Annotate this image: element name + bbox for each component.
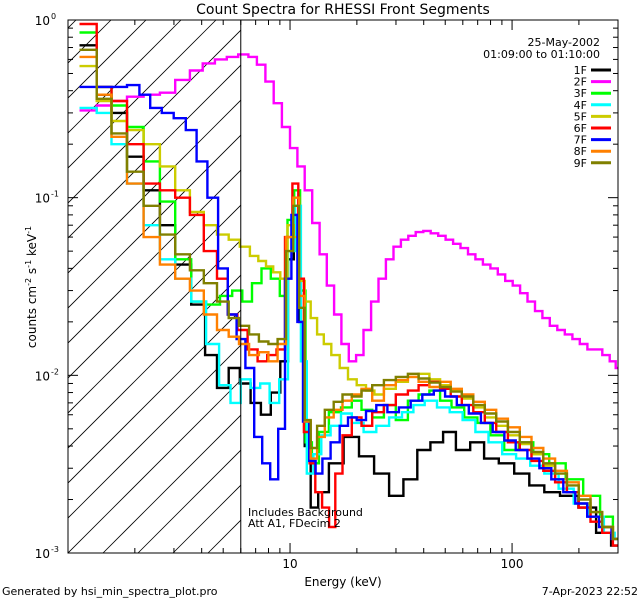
legend-label: 5F (574, 110, 587, 123)
timestamp-footer: 7-Apr-2023 22:52 (541, 585, 638, 598)
series-1F (79, 44, 618, 547)
x-axis-label: Energy (keV) (304, 575, 381, 589)
hatch-line (68, 64, 241, 239)
y-axis-label-exp: -1 (24, 260, 33, 268)
hatch-line (102, 414, 241, 553)
hatch-line (68, 204, 241, 379)
y-tick-label: 10 (35, 369, 50, 383)
hatch-line (68, 239, 241, 414)
hatch-line (68, 379, 241, 553)
hatch-line (68, 344, 241, 519)
legend-label: 4F (574, 99, 587, 112)
series-group (79, 22, 618, 547)
hatch-line (68, 274, 241, 449)
y-axis-label-part: counts cm (25, 286, 39, 348)
hatch-line (68, 99, 241, 274)
y-tick-label-exponent: -2 (51, 367, 59, 376)
y-axis-label-exp: -2 (24, 278, 33, 286)
annotation-attenuator: Att A1, FDecim 2 (248, 517, 341, 530)
series-7F (79, 83, 618, 541)
y-axis-label-part: s (25, 268, 39, 278)
y-tick-label: 10 (35, 14, 50, 28)
series-2F (79, 53, 618, 370)
y-axis-label-exp: -1 (24, 226, 33, 234)
chart-title: Count Spectra for RHESSI Front Segments (196, 2, 490, 18)
legend: 25-May-2002 01:09:00 to 01:10:00 1F2F3F4… (483, 36, 611, 170)
series-9F (79, 48, 618, 541)
legend-label: 3F (574, 87, 587, 100)
generated-by-footer: Generated by hsi_min_spectra_plot.pro (2, 585, 218, 598)
y-tick-label: 10 (35, 192, 50, 206)
legend-label: 1F (574, 64, 587, 77)
legend-label: 7F (574, 134, 587, 147)
y-axis-label-part: keV (25, 233, 39, 260)
hatch-line (68, 309, 241, 484)
hatch-line (68, 169, 241, 344)
hatch-line (172, 484, 241, 553)
x-tick-label: 10 (282, 557, 297, 571)
y-tick-label-exponent: -1 (51, 190, 59, 199)
hatch-line (68, 134, 241, 309)
y-tick-label-exponent: -3 (51, 545, 59, 554)
plot-frame (67, 19, 619, 554)
legend-label: 2F (574, 76, 587, 89)
y-tick-label-exponent: 0 (51, 12, 56, 21)
series-5F (79, 64, 618, 541)
y-tick-label: 10 (35, 547, 50, 561)
legend-date: 25-May-2002 (528, 36, 600, 49)
series-8F (79, 55, 618, 541)
annotation-background: Includes Background (248, 506, 363, 519)
legend-label: 9F (574, 157, 587, 170)
hatch-line (137, 449, 241, 553)
hatch-line (68, 20, 112, 64)
legend-label: 6F (574, 122, 587, 135)
legend-time-range: 01:09:00 to 01:10:00 (483, 48, 600, 61)
x-tick-label: 100 (501, 557, 524, 571)
y-axis-label: counts cm-2 s-1 keV-1 (24, 226, 39, 348)
legend-label: 8F (574, 145, 587, 158)
